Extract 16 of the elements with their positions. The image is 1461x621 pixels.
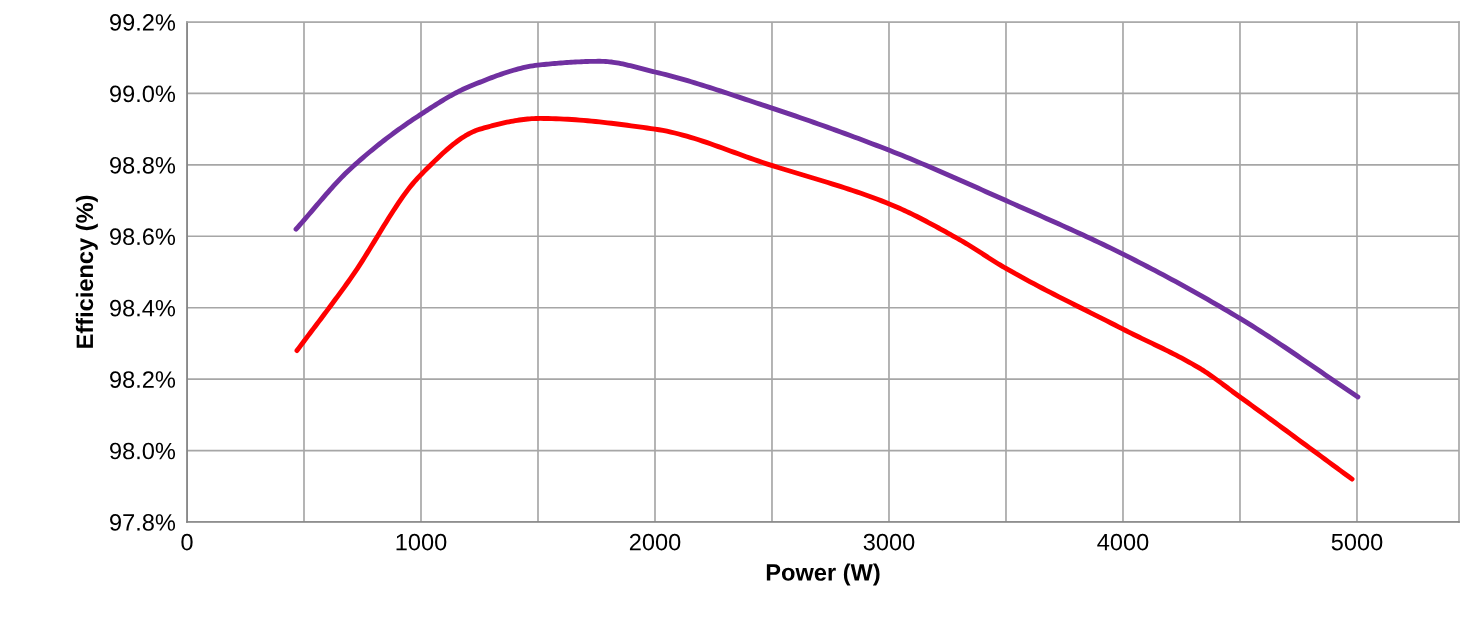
y-tick-label: 98.0% (110, 442, 176, 460)
y-tick-label: 99.0% (110, 85, 176, 103)
y-tick-label: 98.2% (110, 371, 176, 388)
y-tick-label: 99.2% (110, 14, 176, 31)
y-axis-title: Efficiency (%) (75, 195, 98, 348)
x-tick-label: 3000 (863, 533, 915, 551)
x-tick-label: 2000 (629, 533, 681, 551)
y-tick-label: 97.8% (110, 514, 176, 531)
x-tick-label: 5000 (1331, 533, 1383, 551)
y-tick-label: 98.6% (110, 228, 176, 246)
x-axis-title: Power (W) (766, 563, 880, 586)
y-tick-label: 98.8% (110, 156, 176, 174)
x-tick-label: 0 (181, 533, 193, 551)
x-tick-label: 4000 (1097, 533, 1149, 551)
x-tick-label: 1000 (396, 533, 447, 551)
y-tick-label: 98.4% (110, 299, 176, 317)
